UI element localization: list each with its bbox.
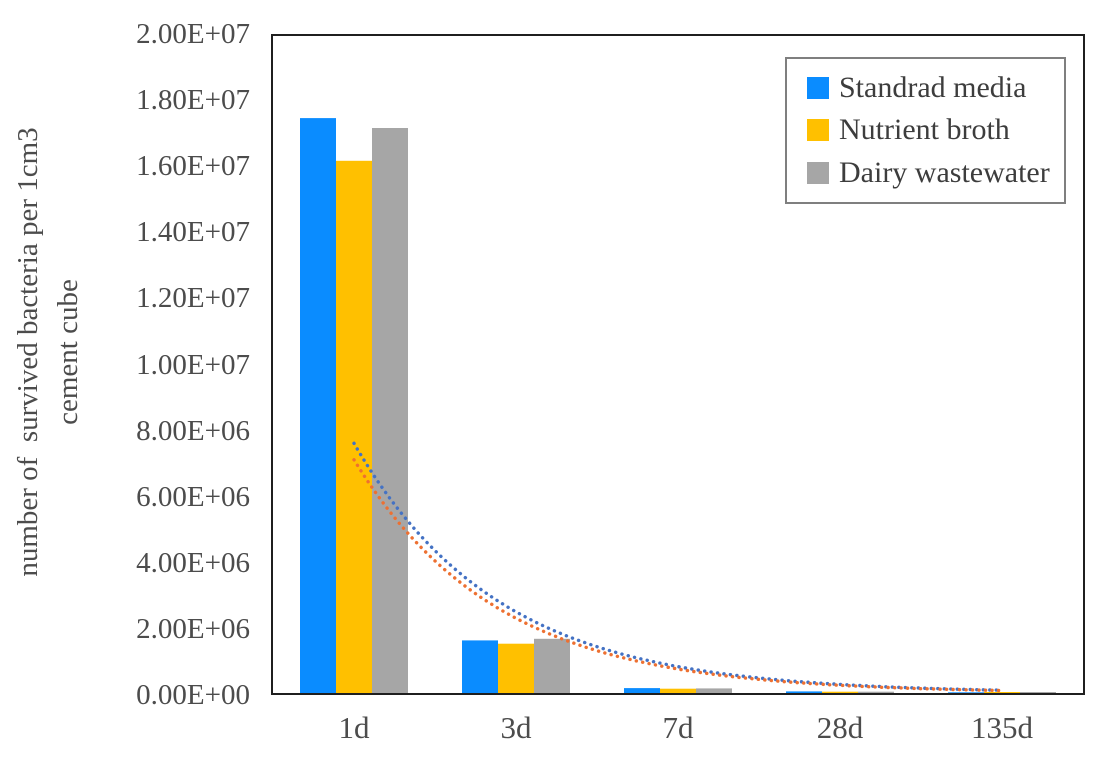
plot-canvas [300,118,1056,693]
legend-swatch-icon [807,161,829,184]
x-tick-label: 3d [500,710,532,745]
bar-nutrient-broth-3d [498,643,534,693]
x-tick-label: 7d [662,710,694,745]
bar-nutrient-broth-7d [660,688,696,693]
y-tick-label: 8.00E+06 [136,414,250,447]
y-tick-label: 2.00E+06 [136,612,250,645]
legend: Standrad media Nutrient broth Dairy wastew… [785,57,1066,204]
legend-swatch-icon [807,119,829,142]
bar-dairy-wastewater-1d [372,128,408,693]
y-tick-label: 1.80E+07 [136,84,250,117]
y-tick-label: 1.00E+07 [136,348,250,381]
bar-standrad-media-7d [624,688,660,693]
x-tick-label: 28d [816,710,864,745]
exponential-trend-blue [352,441,1004,692]
bar-standrad-media-135d [948,692,984,693]
bar-dairy-wastewater-135d [1020,692,1056,693]
legend-label: Dairy wastewater [839,155,1050,189]
legend-label: Standrad media [839,71,1027,105]
y-tick-label: 1.40E+07 [136,216,250,249]
y-tick-label: 1.20E+07 [136,282,250,315]
bar-nutrient-broth-135d [984,692,1020,693]
x-tick-label: 1d [338,710,370,745]
legend-item: Standrad media [807,71,1054,105]
legend-item: Nutrient broth [807,113,1054,147]
bar-dairy-wastewater-7d [696,688,732,693]
exponential-trend-orange [352,458,1004,693]
bar-standrad-media-1d [300,118,336,693]
bar-dairy-wastewater-28d [858,691,894,693]
y-tick-label: 2.00E+07 [136,18,250,50]
bar-nutrient-broth-28d [822,691,858,693]
bar-standrad-media-28d [786,691,822,693]
legend-swatch-icon [807,77,829,100]
y-axis-title-line1: number of survived bacteria per 1cm3 [12,127,44,577]
y-tick-label: 1.60E+07 [136,150,250,183]
x-tick-label: 135d [971,710,1033,745]
plot-area [271,34,1085,695]
legend-label: Nutrient broth [839,113,1010,147]
legend-item: Dairy wastewater [807,156,1054,190]
y-tick-label: 0.00E+00 [136,679,250,711]
bar-standrad-media-3d [462,640,498,693]
y-tick-label: 4.00E+06 [136,546,250,579]
bar-nutrient-broth-1d [336,160,372,693]
bar-dairy-wastewater-3d [534,638,570,693]
y-tick-label: 6.00E+06 [136,480,250,513]
